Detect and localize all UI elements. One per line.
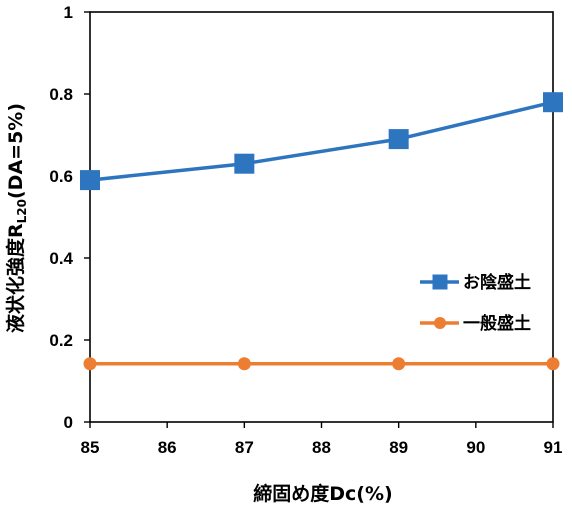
series-line xyxy=(89,100,554,182)
plot-border xyxy=(89,11,554,423)
y-tick-label: 0.4 xyxy=(49,249,73,268)
legend-item: お陰盛土 xyxy=(420,272,531,293)
legend-marker-circle xyxy=(434,317,446,329)
y-axis-title-suffix: (DA=5%) xyxy=(5,103,27,199)
x-tick-label: 90 xyxy=(466,438,485,457)
plot-area xyxy=(89,11,554,423)
legend-item: 一般盛土 xyxy=(420,313,531,334)
x-tick-label: 88 xyxy=(312,438,331,457)
y-tick-label: 1 xyxy=(64,3,73,22)
y-tick-label: 0.6 xyxy=(49,167,73,186)
x-tick-label: 87 xyxy=(235,438,254,457)
y-axis-title: 液状化強度RL20(DA=5%) xyxy=(4,103,29,333)
series-layer xyxy=(80,92,563,371)
y-axis-title-main: 液状化強度R xyxy=(4,223,27,333)
y-axis: 0 0.2 0.4 0.6 0.8 1 xyxy=(49,3,90,432)
legend-marker-square xyxy=(432,274,448,290)
series-1 xyxy=(80,92,563,191)
data-point-circle xyxy=(392,357,406,371)
data-point-circle xyxy=(546,357,560,371)
x-tick-label: 89 xyxy=(389,438,408,457)
x-axis-title: 締固め度Dc(%) xyxy=(253,482,392,505)
y-axis-title-subscript: L20 xyxy=(15,199,29,223)
data-point-square xyxy=(388,129,409,150)
legend-label: お陰盛土 xyxy=(463,272,531,293)
series-2 xyxy=(83,357,560,371)
data-point-square xyxy=(80,170,100,191)
legend-label: 一般盛土 xyxy=(463,313,531,334)
y-tick-label: 0 xyxy=(64,413,73,432)
y-tick-label: 0.8 xyxy=(49,85,73,104)
data-point-square xyxy=(543,92,563,113)
data-point-square xyxy=(234,153,255,174)
data-point-circle xyxy=(83,357,97,371)
x-tick-label: 86 xyxy=(158,438,177,457)
data-point-circle xyxy=(237,357,251,371)
x-tick-label: 85 xyxy=(81,438,100,457)
y-tick-label: 0.2 xyxy=(49,331,73,350)
x-tick-label: 91 xyxy=(544,438,563,457)
x-axis: 85 86 87 88 89 90 91 xyxy=(81,422,563,457)
